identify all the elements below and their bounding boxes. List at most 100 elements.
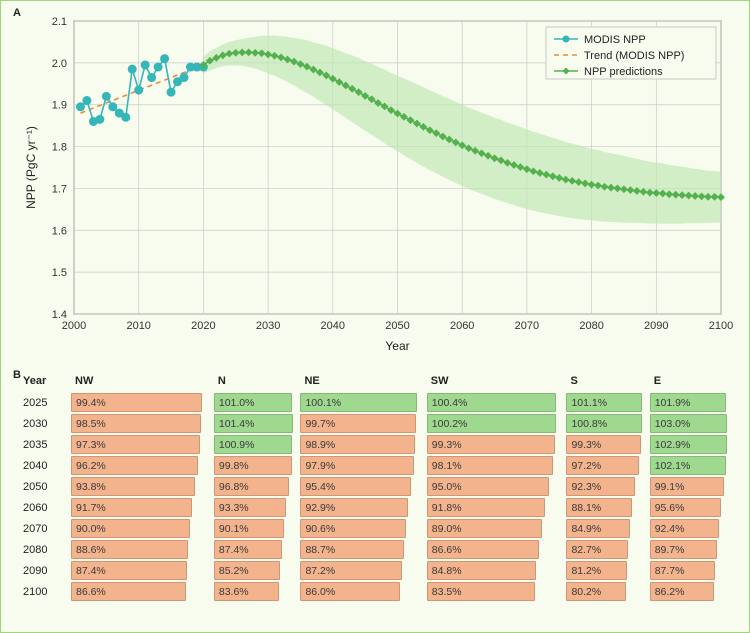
svg-text:2070: 2070 [515, 320, 539, 332]
bar-value-label: 100.8% [571, 414, 607, 433]
bar-value-label: 101.4% [219, 414, 255, 433]
bar-cell: 82.7% [566, 540, 649, 559]
bar-value-label: 90.1% [219, 519, 249, 538]
bar-value-label: 95.0% [432, 477, 462, 496]
bar-cell: 99.4% [71, 393, 214, 412]
bar-cell: 101.4% [214, 414, 301, 433]
bar-value-label: 93.3% [219, 498, 249, 517]
bar-table: YearNWNNESWSE202599.4%101.0%100.1%100.4%… [19, 371, 733, 603]
bar-value-label: 99.8% [219, 456, 249, 475]
svg-text:2020: 2020 [191, 320, 215, 332]
bar-cell: 96.8% [214, 477, 301, 496]
bar-cell: 92.4% [650, 519, 733, 538]
svg-text:1.8: 1.8 [52, 142, 67, 154]
bar-value-label: 88.7% [305, 540, 335, 559]
bar-cell: 90.0% [71, 519, 214, 538]
bar-value-label: 100.9% [219, 435, 255, 454]
svg-text:2040: 2040 [321, 320, 345, 332]
bar-value-label: 91.8% [432, 498, 462, 517]
svg-text:1.6: 1.6 [52, 225, 67, 237]
bar-value-label: 100.1% [305, 393, 341, 412]
table-row: 203597.3%100.9%98.9%99.3%99.3%102.9% [19, 435, 733, 454]
table-row: 208088.6%87.4%88.7%86.6%82.7%89.7% [19, 540, 733, 559]
figure-root: A 20002010202020302040205020602070208020… [0, 0, 750, 633]
svg-text:2060: 2060 [450, 320, 474, 332]
year-cell: 2090 [19, 561, 71, 580]
bar-cell: 103.0% [650, 414, 733, 433]
bar-cell: 89.0% [427, 519, 567, 538]
bar-value-label: 98.9% [305, 435, 335, 454]
svg-text:1.9: 1.9 [52, 100, 67, 112]
bar-cell: 101.0% [214, 393, 301, 412]
year-cell: 2100 [19, 582, 71, 601]
bar-cell: 86.6% [427, 540, 567, 559]
bar-cell: 99.1% [650, 477, 733, 496]
bar-value-label: 87.4% [76, 561, 106, 580]
bar-cell: 93.8% [71, 477, 214, 496]
bar-value-label: 90.6% [305, 519, 335, 538]
year-cell: 2060 [19, 498, 71, 517]
year-cell: 2040 [19, 456, 71, 475]
table-row: 205093.8%96.8%95.4% 95.0% 92.3% 99.1% [19, 477, 733, 496]
year-cell: 2050 [19, 477, 71, 496]
bar-value-label: 99.3% [432, 435, 462, 454]
bar-value-label: 92.4% [655, 519, 685, 538]
bar-value-label: 90.0% [76, 519, 106, 538]
svg-text:1.5: 1.5 [52, 267, 67, 279]
svg-text:2090: 2090 [644, 320, 668, 332]
bar-cell: 102.9% [650, 435, 733, 454]
bar-cell: 80.2% [566, 582, 649, 601]
bar-cell: 95.0% [427, 477, 567, 496]
bar-cell: 100.9% [214, 435, 301, 454]
bar-value-label: 87.2% [305, 561, 335, 580]
chart-svg: 2000201020202030204020502060207020802090… [19, 11, 733, 356]
svg-text:MODIS NPP: MODIS NPP [584, 34, 646, 46]
bar-cell: 95.4% [300, 477, 426, 496]
bar-value-label: 99.7% [305, 414, 335, 433]
bar-cell: 81.2% [566, 561, 649, 580]
bar-value-label: 99.4% [76, 393, 106, 412]
bar-value-label: 95.4% [305, 477, 335, 496]
bar-cell: 99.7% [300, 414, 426, 433]
bar-value-label: 85.2% [219, 561, 249, 580]
bar-cell: 93.3% [214, 498, 301, 517]
bar-cell: 83.5% [427, 582, 567, 601]
bar-value-label: 96.2% [76, 456, 106, 475]
col-header: E [650, 373, 733, 391]
bar-cell: 86.6% [71, 582, 214, 601]
bar-cell: 90.6% [300, 519, 426, 538]
bar-value-label: 101.9% [655, 393, 691, 412]
col-header: NE [300, 373, 426, 391]
bar-value-label: 91.7% [76, 498, 106, 517]
svg-text:1.4: 1.4 [52, 309, 67, 321]
bar-cell: 86.2% [650, 582, 733, 601]
bar-value-label: 92.3% [571, 477, 601, 496]
bar-cell: 87.4% [214, 540, 301, 559]
bar-value-label: 86.6% [76, 582, 106, 601]
bar-cell: 92.3% [566, 477, 649, 496]
bar-value-label: 83.6% [219, 582, 249, 601]
svg-text:2030: 2030 [256, 320, 280, 332]
bar-cell: 100.2% [427, 414, 567, 433]
table-row: 202599.4%101.0%100.1%100.4%101.1%101.9% [19, 393, 733, 412]
bar-value-label: 80.2% [571, 582, 601, 601]
bar-value-label: 97.2% [571, 456, 601, 475]
bar-value-label: 99.3% [571, 435, 601, 454]
bar-cell: 96.2% [71, 456, 214, 475]
svg-text:Trend (MODIS NPP): Trend (MODIS NPP) [584, 50, 684, 62]
bar-value-label: 86.0% [305, 582, 335, 601]
bar-value-label: 103.0% [655, 414, 691, 433]
bar-value-label: 89.0% [432, 519, 462, 538]
bar-value-label: 87.7% [655, 561, 685, 580]
bar-cell: 84.8% [427, 561, 567, 580]
bar-cell: 98.1% [427, 456, 567, 475]
bar-cell: 88.6% [71, 540, 214, 559]
bar-cell: 100.8% [566, 414, 649, 433]
bar-cell: 92.9% [300, 498, 426, 517]
svg-text:NPP (PgC yr⁻¹): NPP (PgC yr⁻¹) [24, 126, 38, 209]
bar-cell: 101.9% [650, 393, 733, 412]
bar-value-label: 84.8% [432, 561, 462, 580]
bar-cell: 97.3% [71, 435, 214, 454]
bar-value-label: 98.5% [76, 414, 106, 433]
bar-cell: 100.1% [300, 393, 426, 412]
